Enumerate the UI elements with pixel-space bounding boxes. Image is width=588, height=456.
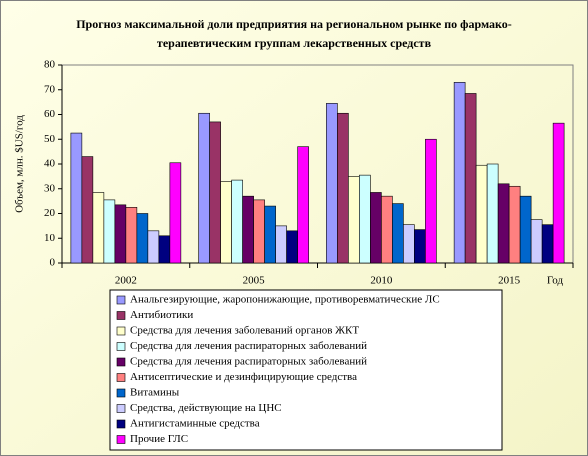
bar [348, 176, 360, 264]
bar [209, 121, 221, 264]
bar [392, 203, 404, 264]
bar [381, 195, 393, 264]
legend-label: Прочие ГЛС [130, 433, 188, 445]
legend-swatch [116, 435, 126, 444]
bar [242, 195, 254, 264]
legend-swatch [116, 357, 126, 367]
bar [337, 112, 349, 264]
bar [264, 205, 276, 264]
bar [464, 93, 477, 264]
legend-swatch [116, 311, 126, 320]
y-tick-label: 20 [44, 207, 56, 219]
bar [92, 192, 105, 264]
bar [158, 235, 171, 264]
legend-swatch [116, 388, 126, 398]
bar [359, 174, 371, 264]
bar [370, 192, 382, 264]
legend-label: Средства для лечения распираторных забол… [130, 356, 367, 368]
bar [508, 185, 521, 264]
y-tick-label: 50 [44, 133, 56, 145]
bar [70, 132, 83, 264]
bar [286, 230, 298, 264]
bar [169, 162, 182, 264]
bar [103, 199, 116, 264]
bar [519, 195, 532, 264]
x-tick-label: 2015 [498, 275, 521, 287]
x-tick-label: 2010 [370, 275, 393, 287]
bar [530, 219, 543, 264]
legend-swatch [116, 404, 126, 413]
bar [125, 207, 138, 264]
bar [136, 213, 149, 264]
y-tick-label: 30 [44, 182, 56, 194]
legend-swatch [116, 419, 126, 429]
y-axis-label: Объем, млн. $US/год [14, 115, 26, 213]
bar [220, 181, 232, 264]
bar [497, 183, 510, 264]
legend-label: Антибиотики [130, 309, 193, 321]
legend-label: Средства для лечения распираторных забол… [130, 340, 367, 352]
y-tick-label: 10 [44, 232, 56, 244]
x-axis-label: Год [547, 275, 564, 287]
x-tick-label: 2005 [243, 275, 266, 287]
bar [403, 224, 415, 264]
legend-label: Средства для лечения заболеваний органов… [130, 325, 359, 337]
legend [109, 289, 503, 451]
legend-swatch [116, 342, 126, 351]
legend-label: Анальгезирующие, жаропонижающие, противо… [130, 294, 440, 306]
x-tick-label: 2002 [115, 275, 137, 287]
chart-title: терапевтическим группам лекарственных ср… [157, 36, 432, 50]
bar [81, 156, 94, 264]
y-tick-label: 60 [44, 108, 56, 120]
bar [297, 146, 309, 264]
bar [425, 138, 437, 264]
y-tick-label: 80 [44, 59, 56, 71]
bar [326, 103, 338, 264]
bar [114, 204, 127, 264]
y-tick-label: 40 [44, 158, 56, 170]
bar [475, 164, 488, 264]
legend-swatch [116, 326, 126, 336]
chart-title: Прогноз максимальной доли предприятия на… [76, 17, 512, 31]
y-tick-label: 70 [44, 83, 56, 95]
legend-swatch [116, 373, 126, 382]
bar [414, 229, 426, 264]
bar [198, 112, 210, 264]
legend-label: Средства, действующие на ЦНС [130, 402, 282, 414]
bar [552, 122, 565, 264]
legend-label: Витамины [130, 387, 180, 399]
bar [231, 179, 243, 264]
bar [147, 230, 160, 264]
legend-label: Антигистаминные средства [130, 418, 260, 430]
bar [453, 82, 466, 264]
y-tick-label: 0 [50, 257, 56, 269]
bar [253, 199, 265, 264]
legend-swatch [116, 295, 126, 305]
legend-label: Антисептические и дезинфицирующие средст… [130, 371, 357, 383]
bar [541, 224, 554, 264]
bar [486, 163, 499, 264]
bar [275, 225, 287, 264]
